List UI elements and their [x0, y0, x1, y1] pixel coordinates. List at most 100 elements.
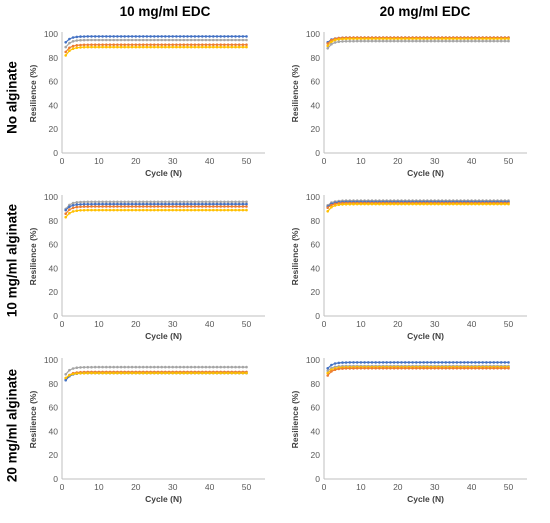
data-point-orange	[440, 367, 444, 370]
data-point-gray	[105, 38, 108, 42]
data-point-gray	[433, 39, 436, 43]
data-point-yellow	[333, 38, 337, 42]
data-point-orange	[230, 43, 234, 46]
data-point-gray	[71, 40, 75, 43]
data-point-gray	[171, 365, 174, 369]
data-point-gray	[208, 200, 211, 204]
data-point-gray	[411, 39, 414, 43]
data-point-gray	[201, 365, 204, 369]
data-point-gray	[330, 42, 333, 46]
data-point-gray	[370, 39, 374, 43]
data-point-orange	[219, 205, 222, 208]
data-point-blue	[86, 202, 90, 206]
column-title-20-edc: 20 mg/ml EDC	[379, 4, 471, 19]
data-point-gray	[153, 365, 156, 369]
data-point-yellow	[186, 45, 189, 49]
data-point-blue	[149, 35, 152, 38]
data-point-orange	[234, 43, 237, 46]
data-point-orange	[68, 46, 71, 50]
data-point-orange	[326, 42, 329, 45]
data-point-orange	[241, 43, 245, 46]
data-point-yellow	[411, 202, 414, 206]
data-point-yellow	[407, 37, 411, 41]
y-tick-label: 100	[306, 355, 320, 365]
data-point-orange	[370, 367, 374, 370]
data-point-blue	[477, 361, 481, 364]
x-tick-label: 30	[168, 156, 178, 166]
data-point-gray	[182, 365, 186, 369]
data-point-orange	[160, 43, 163, 46]
data-point-blue	[93, 35, 97, 38]
data-point-gray	[130, 200, 134, 204]
y-tick-label: 40	[49, 263, 59, 273]
data-point-blue	[459, 361, 462, 364]
data-point-blue	[164, 202, 167, 206]
data-point-orange	[333, 368, 337, 371]
data-point-yellow	[466, 37, 470, 41]
data-point-yellow	[426, 202, 429, 206]
data-point-gray	[97, 38, 101, 42]
data-point-gray	[164, 365, 167, 369]
data-point-blue	[130, 35, 134, 38]
data-point-blue	[437, 361, 440, 364]
data-point-gray	[359, 39, 363, 43]
data-point-yellow	[499, 202, 503, 206]
data-point-gray	[75, 39, 79, 42]
data-point-yellow	[164, 45, 167, 49]
data-point-yellow	[82, 45, 86, 49]
data-point-yellow	[97, 371, 101, 375]
data-point-blue	[422, 361, 425, 364]
chart-panel-0: 0 20 40 60 80 100 0 10 20 30 40 50 Cycle (N) Resilien…	[28, 29, 265, 178]
data-point-gray	[153, 38, 156, 42]
data-point-orange	[341, 367, 344, 370]
data-point-blue	[197, 202, 200, 206]
y-tick-label: 40	[49, 100, 59, 110]
data-point-yellow	[230, 208, 234, 212]
data-point-yellow	[64, 54, 67, 57]
data-point-yellow	[418, 37, 422, 41]
data-point-yellow	[145, 208, 149, 212]
data-point-yellow	[245, 45, 248, 49]
data-point-gray	[389, 39, 392, 43]
data-point-yellow	[219, 208, 222, 212]
data-point-gray	[123, 38, 126, 42]
data-point-yellow	[105, 371, 108, 375]
data-point-orange	[496, 367, 499, 370]
data-point-orange	[82, 43, 86, 47]
data-point-yellow	[178, 371, 182, 375]
y-tick-label: 100	[44, 29, 58, 39]
data-point-orange	[90, 43, 93, 46]
data-point-yellow	[496, 202, 499, 206]
data-point-gray	[234, 38, 237, 42]
data-point-yellow	[385, 202, 388, 206]
x-tick-label: 50	[504, 482, 514, 492]
data-point-yellow	[182, 371, 186, 375]
data-point-yellow	[201, 371, 204, 375]
y-tick-label: 80	[311, 379, 321, 389]
x-tick-label: 20	[393, 319, 403, 329]
x-tick-label: 20	[131, 482, 141, 492]
data-point-yellow	[466, 202, 470, 206]
data-point-yellow	[481, 202, 484, 206]
data-point-blue	[160, 202, 163, 206]
y-tick-label: 20	[49, 124, 59, 134]
data-point-blue	[426, 361, 429, 364]
data-point-gray	[477, 39, 481, 43]
data-point-blue	[71, 36, 75, 39]
data-point-gray	[355, 39, 359, 43]
data-point-yellow	[134, 371, 138, 375]
data-point-gray	[245, 200, 248, 204]
data-point-blue	[112, 202, 115, 206]
data-point-yellow	[330, 205, 333, 209]
data-point-gray	[223, 365, 226, 369]
data-point-blue	[396, 361, 400, 364]
data-point-gray	[226, 38, 230, 42]
data-point-orange	[378, 367, 381, 370]
data-point-orange	[130, 43, 134, 46]
data-point-gray	[75, 366, 79, 369]
data-point-yellow	[470, 202, 473, 206]
y-tick-label: 80	[49, 216, 59, 226]
data-point-blue	[330, 363, 333, 367]
data-point-gray	[167, 200, 171, 204]
series-line-blue	[65, 203, 247, 211]
